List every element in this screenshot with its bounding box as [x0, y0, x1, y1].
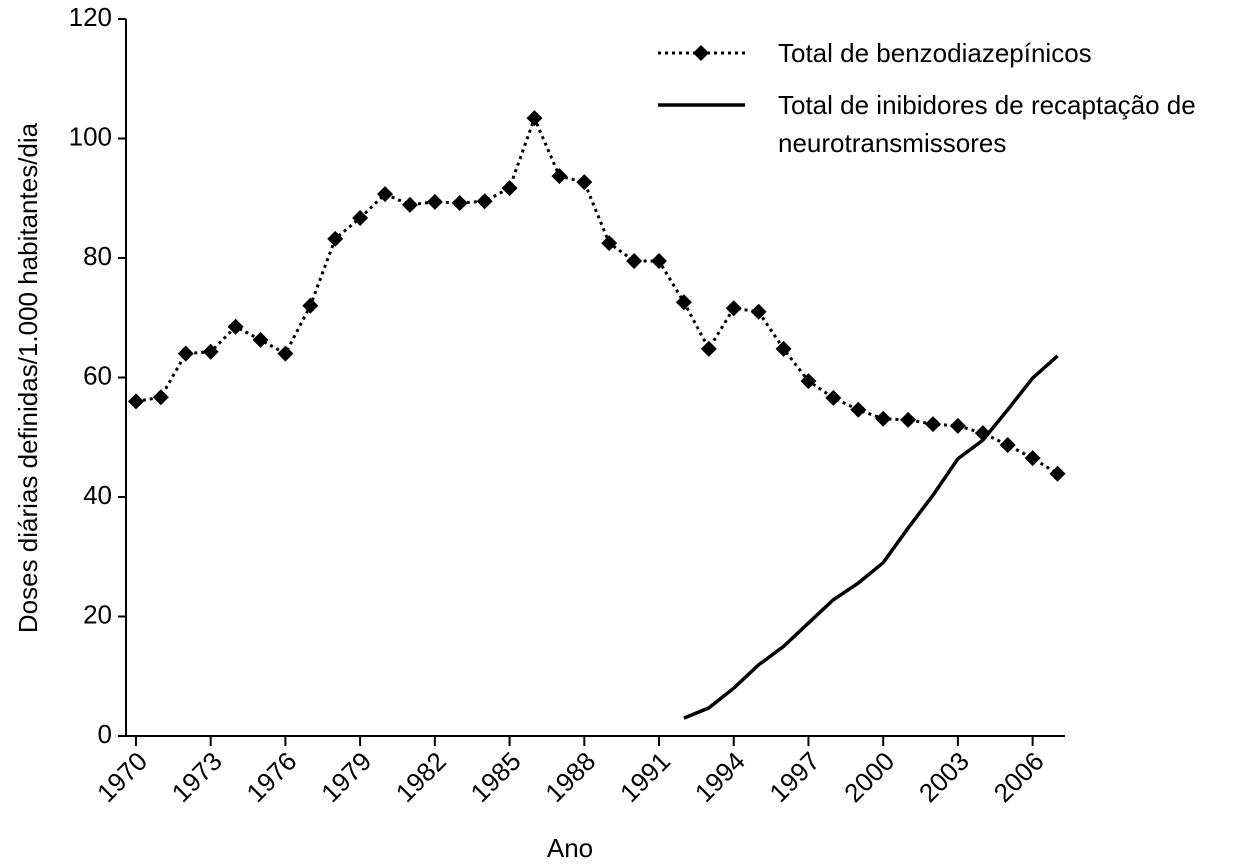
x-tick-label: 2006	[988, 746, 1050, 808]
x-tick-label: 1985	[465, 746, 527, 808]
marker	[426, 193, 443, 210]
marker	[900, 411, 917, 428]
x-tick-label: 1982	[390, 746, 452, 808]
marker	[152, 389, 169, 406]
x-tick-label: 2000	[838, 746, 900, 808]
x-tick-label: 1991	[614, 746, 676, 808]
y-tick-label: 40	[83, 480, 112, 510]
series-line	[683, 354, 1059, 720]
y-tick-label: 120	[69, 2, 112, 32]
y-tick-label: 20	[83, 599, 112, 629]
x-tick-label: 1988	[539, 746, 601, 808]
legend-label: Total de inibidores de recaptação de neu…	[778, 90, 1196, 158]
marker	[576, 174, 593, 191]
y-axis-label: Doses diárias definidas/1.000 habitantes…	[13, 122, 43, 633]
marker	[352, 209, 369, 226]
marker	[850, 401, 867, 418]
legend-marker	[693, 45, 709, 61]
marker	[999, 437, 1016, 454]
marker	[800, 373, 817, 390]
x-tick-label: 2003	[913, 746, 975, 808]
y-tick-label: 100	[69, 121, 112, 151]
marker	[700, 340, 717, 357]
marker	[501, 180, 518, 197]
marker	[526, 110, 543, 127]
x-tick-label: 1970	[91, 746, 153, 808]
marker	[924, 416, 941, 433]
marker	[775, 340, 792, 357]
marker	[127, 393, 144, 410]
marker	[177, 345, 194, 362]
marker	[377, 186, 394, 203]
marker	[302, 297, 319, 314]
marker	[601, 235, 618, 252]
x-tick-label: 1973	[166, 746, 228, 808]
marker	[401, 196, 418, 213]
marker	[476, 193, 493, 210]
legend-label: Total de benzodiazepínicos	[778, 38, 1092, 68]
y-tick-label: 60	[83, 360, 112, 390]
marker	[327, 230, 344, 247]
marker	[451, 195, 468, 212]
marker	[1024, 450, 1041, 467]
marker	[825, 389, 842, 406]
marker	[277, 345, 294, 362]
x-tick-label: 1979	[315, 746, 377, 808]
marker	[227, 318, 244, 335]
y-tick-label: 80	[83, 241, 112, 271]
marker	[875, 410, 892, 427]
series-line	[135, 114, 1059, 475]
marker	[949, 417, 966, 434]
marker	[651, 252, 668, 269]
marker	[675, 294, 692, 311]
x-tick-label: 1976	[240, 746, 302, 808]
marker	[750, 303, 767, 320]
marker	[202, 343, 219, 360]
marker	[626, 252, 643, 269]
y-tick-label: 0	[98, 719, 112, 749]
marker	[551, 168, 568, 185]
marker	[725, 300, 742, 317]
x-tick-label: 1997	[763, 746, 825, 808]
marker	[1049, 465, 1066, 482]
marker	[252, 331, 269, 348]
x-tick-label: 1994	[689, 746, 751, 808]
x-axis-label: Ano	[547, 833, 593, 863]
